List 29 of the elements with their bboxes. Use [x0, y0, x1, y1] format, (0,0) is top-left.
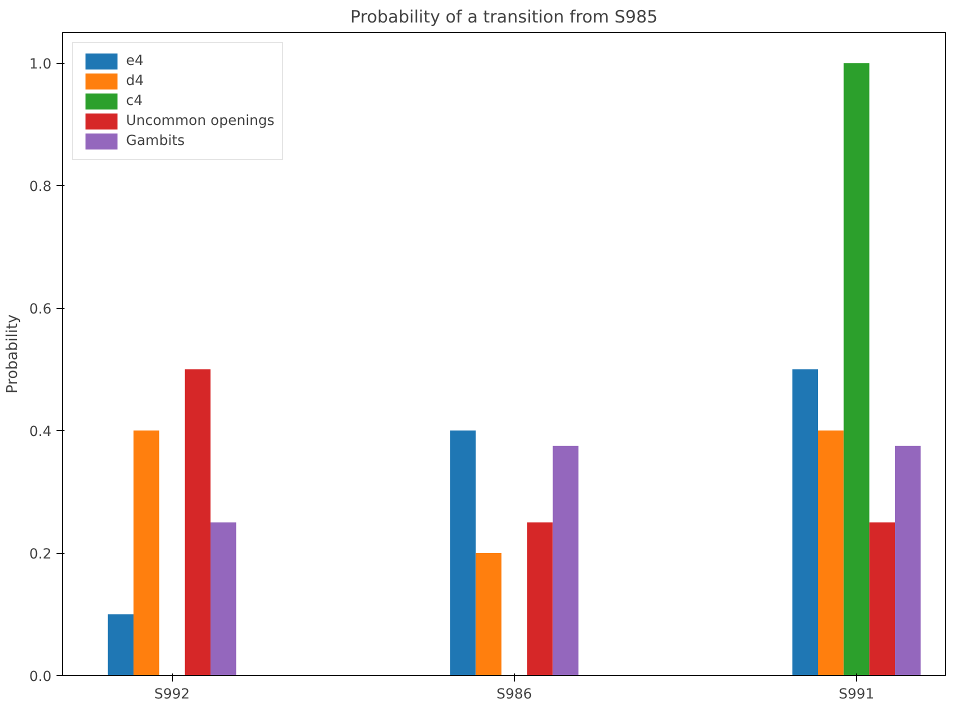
y-tick-label: 0.8 [29, 179, 52, 196]
bar [210, 522, 236, 676]
y-tick-label: 0.6 [29, 302, 52, 318]
bar [134, 430, 160, 676]
chart-title: Probability of a transition from S985 [350, 8, 658, 28]
legend-label: c4 [126, 93, 144, 109]
legend-label: e4 [126, 53, 145, 69]
legend-label: Uncommon openings [126, 113, 274, 129]
legend-label: Gambits [126, 133, 185, 149]
bar [895, 446, 921, 676]
bar [476, 553, 502, 676]
bar [818, 430, 844, 676]
legend-label: d4 [126, 73, 145, 89]
bar [184, 369, 211, 676]
y-tick-label: 1.0 [29, 56, 52, 73]
y-axis-title: Probability [3, 314, 22, 394]
bar [869, 522, 896, 676]
x-tick-label: S992 [154, 686, 190, 702]
bar [527, 522, 553, 676]
y-tick-label: 0.0 [29, 669, 52, 685]
bar [108, 614, 134, 676]
y-tick-label: 0.4 [29, 424, 52, 440]
x-tick-label: S986 [496, 686, 532, 702]
bar [792, 369, 818, 676]
bar [844, 63, 870, 676]
bar [450, 430, 476, 676]
x-tick-label: S991 [838, 686, 874, 702]
y-tick-label: 0.2 [29, 546, 52, 563]
bar [552, 446, 578, 676]
